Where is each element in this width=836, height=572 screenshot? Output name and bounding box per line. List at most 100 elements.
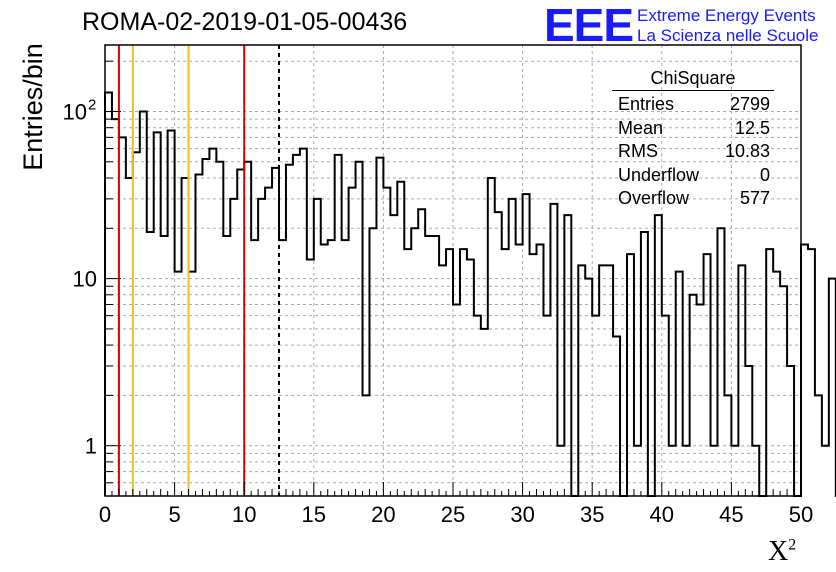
histogram-bin xyxy=(307,260,314,496)
stats-value: 577 xyxy=(739,188,770,208)
histogram-bin xyxy=(209,149,216,496)
histogram-bin xyxy=(641,232,648,496)
histogram-bin xyxy=(557,446,564,496)
histogram-bin xyxy=(390,215,397,496)
histogram-bin xyxy=(690,295,697,496)
histogram-bin xyxy=(704,254,711,496)
x-tick-label: 35 xyxy=(580,502,604,527)
x-tick-label: 40 xyxy=(650,502,674,527)
histogram-bin xyxy=(578,265,585,496)
y-tick-label-sup: 2 xyxy=(88,96,96,113)
histogram-bin xyxy=(815,395,822,496)
histogram-bin xyxy=(516,244,523,496)
histogram-bin xyxy=(683,446,690,496)
histogram-bin xyxy=(126,178,133,496)
stats-row-entries: Entries 2799 xyxy=(612,93,780,117)
histogram-bin xyxy=(140,111,147,496)
histogram-bin xyxy=(564,215,571,496)
histogram-bin xyxy=(724,395,731,496)
stats-row-overflow: Overflow 577 xyxy=(612,187,780,211)
histogram-bin xyxy=(356,162,363,496)
histogram-bin xyxy=(328,240,335,496)
histogram-bin xyxy=(655,215,662,496)
histogram-bin xyxy=(808,249,815,496)
histogram-bin xyxy=(223,236,230,496)
histogram-bin xyxy=(376,158,383,496)
histogram-bin xyxy=(216,162,223,496)
stats-row-rms: RMS 10.83 xyxy=(612,140,780,164)
histogram-bin xyxy=(592,316,599,496)
x-tick-label: 20 xyxy=(371,502,395,527)
chart-title: ROMA-02-2019-01-05-00436 xyxy=(82,8,408,36)
x-tick-label: 30 xyxy=(510,502,534,527)
stats-row-mean: Mean 12.5 xyxy=(612,117,780,141)
histogram-bin xyxy=(523,194,530,496)
histogram-bin xyxy=(829,279,836,496)
histogram-bin xyxy=(147,232,154,496)
histogram-bin xyxy=(182,178,189,496)
x-tick-label: 50 xyxy=(789,502,813,527)
histogram-bin xyxy=(105,92,112,496)
histogram-bin xyxy=(258,199,265,496)
histogram-outline xyxy=(104,91,836,497)
histogram-bin xyxy=(627,254,634,496)
x-tick-label: 10 xyxy=(232,502,256,527)
histogram-bin xyxy=(189,272,196,496)
stats-row-underflow: Underflow 0 xyxy=(612,164,780,188)
histogram-bin xyxy=(300,149,307,496)
histogram-bin xyxy=(509,199,516,496)
histogram-bin xyxy=(662,316,669,496)
histogram-bin xyxy=(481,329,488,496)
histogram-bin xyxy=(154,132,161,496)
stats-label: RMS xyxy=(618,141,658,161)
histogram-bin xyxy=(293,155,300,496)
histogram-bin xyxy=(537,244,544,496)
histogram-bin xyxy=(453,304,460,496)
histogram-bin xyxy=(711,446,718,496)
histogram-bin xyxy=(669,446,676,496)
histogram-bin xyxy=(543,316,550,496)
histogram-bin xyxy=(175,272,182,496)
histogram-bin xyxy=(230,199,237,496)
histogram-bin xyxy=(425,236,432,496)
x-tick-label: 45 xyxy=(719,502,743,527)
stats-label: Overflow xyxy=(618,188,690,208)
histogram-bin xyxy=(112,119,119,496)
histogram-bin xyxy=(161,236,168,496)
histogram-bin xyxy=(314,199,321,496)
histogram-bin xyxy=(731,446,738,496)
histogram-bin xyxy=(787,366,794,496)
stats-value: 2799 xyxy=(729,94,770,114)
histogram-bin xyxy=(349,188,356,496)
histogram-bin xyxy=(773,272,780,496)
histogram-bin xyxy=(599,265,606,496)
y-tick-label: 1 xyxy=(85,434,97,459)
histogram-bin xyxy=(822,446,829,496)
histogram-bin xyxy=(342,240,349,496)
y-tick-label: 10 xyxy=(63,99,87,124)
histogram-bin xyxy=(418,209,425,496)
histogram-bin xyxy=(738,265,745,496)
x-axis-label-sup: 2 xyxy=(788,536,797,554)
histogram-bin xyxy=(585,279,592,496)
histogram-bin xyxy=(439,265,446,496)
histogram-bin xyxy=(634,446,641,496)
x-tick-label: 25 xyxy=(441,502,465,527)
histogram-bin xyxy=(404,249,411,496)
histogram-bin xyxy=(460,249,467,496)
histogram-bin xyxy=(502,249,509,496)
histogram-bin xyxy=(495,212,502,496)
histogram-bin xyxy=(446,249,453,496)
histogram-bin xyxy=(286,165,293,496)
histogram-bin xyxy=(697,304,704,496)
x-axis-label-base: X xyxy=(768,536,789,567)
histogram-bin xyxy=(369,228,376,496)
histogram-bin xyxy=(335,155,342,496)
histogram-bin xyxy=(766,249,773,496)
histogram-bin xyxy=(363,395,370,496)
x-tick-label: 0 xyxy=(99,502,111,527)
stats-name: ChiSquare xyxy=(612,66,774,91)
histogram-bin xyxy=(168,130,175,496)
logo-line-1: Extreme Energy Events xyxy=(637,6,816,25)
